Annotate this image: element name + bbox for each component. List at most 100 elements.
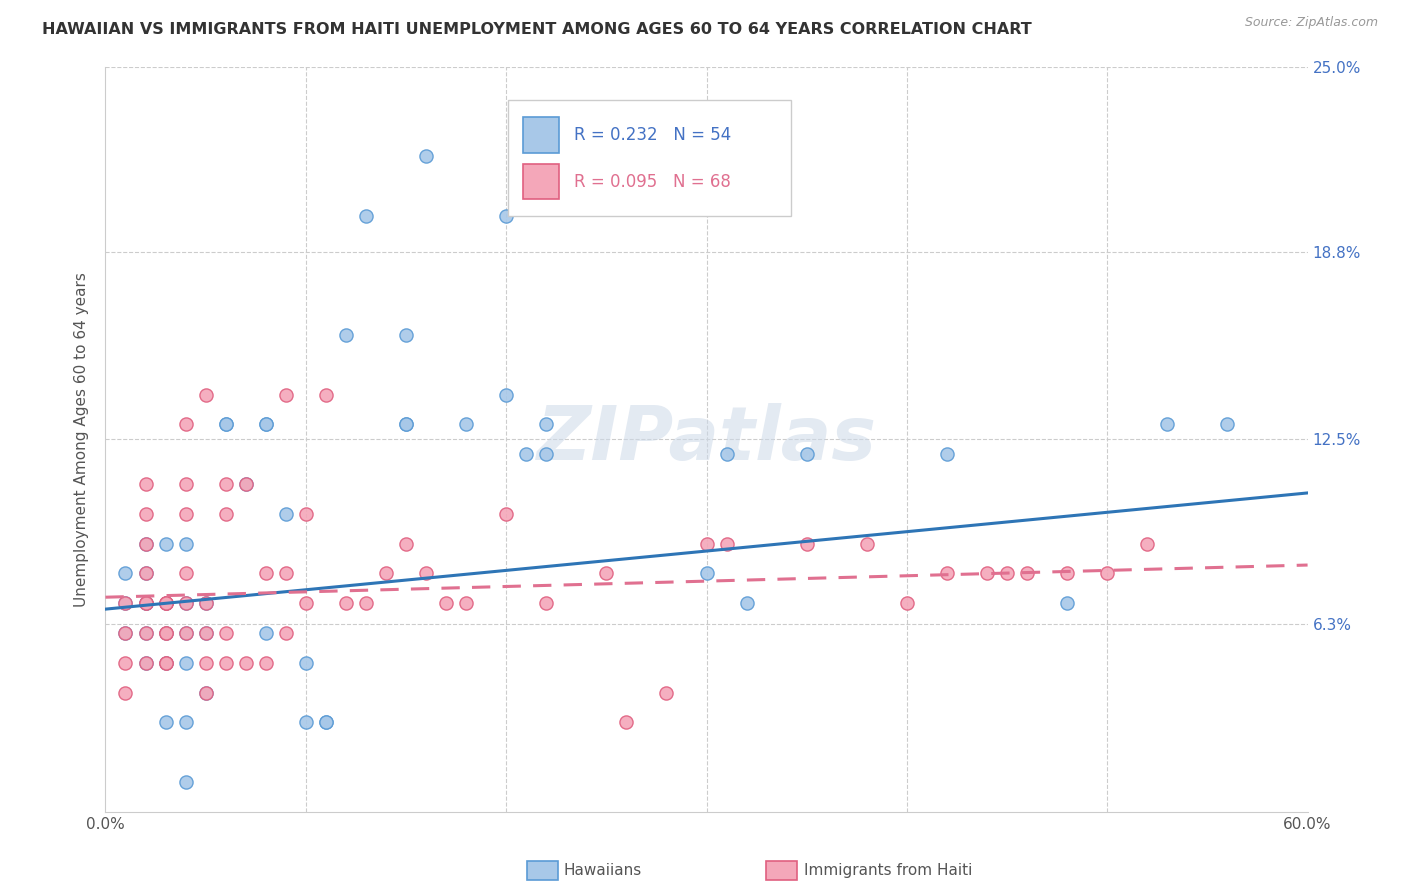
- Point: [254, 626, 277, 640]
- Text: Source: ZipAtlas.com: Source: ZipAtlas.com: [1244, 16, 1378, 29]
- Point: [214, 417, 236, 432]
- Point: [1216, 417, 1239, 432]
- Point: [194, 685, 217, 699]
- Point: [135, 536, 157, 550]
- Point: [696, 566, 718, 581]
- Y-axis label: Unemployment Among Ages 60 to 64 years: Unemployment Among Ages 60 to 64 years: [75, 272, 90, 607]
- Point: [434, 596, 457, 610]
- Point: [174, 536, 197, 550]
- Point: [534, 417, 557, 432]
- Point: [135, 656, 157, 670]
- Point: [155, 626, 177, 640]
- Point: [155, 596, 177, 610]
- Point: [395, 328, 418, 343]
- Point: [135, 656, 157, 670]
- Point: [454, 596, 477, 610]
- Point: [335, 328, 357, 343]
- Point: [155, 536, 177, 550]
- Point: [976, 566, 998, 581]
- Point: [374, 566, 398, 581]
- Point: [495, 387, 517, 401]
- Point: [1097, 566, 1119, 581]
- Point: [174, 596, 197, 610]
- Text: R = 0.095   N = 68: R = 0.095 N = 68: [574, 173, 731, 191]
- Point: [274, 566, 297, 581]
- Point: [155, 656, 177, 670]
- Point: [254, 417, 277, 432]
- Point: [716, 447, 738, 461]
- Text: ZIPatlas: ZIPatlas: [537, 403, 876, 475]
- Point: [114, 685, 136, 699]
- Point: [114, 566, 136, 581]
- Point: [194, 596, 217, 610]
- Point: [135, 596, 157, 610]
- Point: [135, 507, 157, 521]
- Point: [415, 149, 437, 163]
- Point: [174, 656, 197, 670]
- Point: [254, 656, 277, 670]
- Point: [135, 596, 157, 610]
- Point: [235, 477, 257, 491]
- Point: [855, 536, 877, 550]
- Point: [114, 596, 136, 610]
- Point: [335, 596, 357, 610]
- Point: [1056, 596, 1078, 610]
- Point: [1156, 417, 1178, 432]
- Point: [274, 626, 297, 640]
- Point: [114, 626, 136, 640]
- Point: [354, 209, 377, 223]
- Text: HAWAIIAN VS IMMIGRANTS FROM HAITI UNEMPLOYMENT AMONG AGES 60 TO 64 YEARS CORRELA: HAWAIIAN VS IMMIGRANTS FROM HAITI UNEMPL…: [42, 22, 1032, 37]
- Point: [1136, 536, 1159, 550]
- Point: [135, 596, 157, 610]
- Point: [194, 387, 217, 401]
- Point: [235, 477, 257, 491]
- Point: [214, 656, 236, 670]
- Point: [655, 685, 678, 699]
- Point: [1056, 566, 1078, 581]
- Point: [174, 417, 197, 432]
- Point: [174, 626, 197, 640]
- Point: [135, 566, 157, 581]
- Point: [174, 715, 197, 730]
- Point: [194, 626, 217, 640]
- Point: [254, 417, 277, 432]
- Point: [495, 507, 517, 521]
- Point: [114, 626, 136, 640]
- Text: R = 0.232   N = 54: R = 0.232 N = 54: [574, 126, 731, 144]
- Point: [515, 447, 537, 461]
- FancyBboxPatch shape: [508, 101, 790, 216]
- Point: [315, 387, 337, 401]
- Point: [194, 596, 217, 610]
- Point: [135, 626, 157, 640]
- Point: [174, 507, 197, 521]
- Point: [155, 596, 177, 610]
- Point: [214, 507, 236, 521]
- Point: [295, 507, 318, 521]
- Point: [495, 209, 517, 223]
- Point: [254, 566, 277, 581]
- Point: [194, 626, 217, 640]
- Point: [135, 626, 157, 640]
- Point: [295, 715, 318, 730]
- Text: Hawaiians: Hawaiians: [564, 863, 643, 878]
- Point: [135, 596, 157, 610]
- Point: [315, 715, 337, 730]
- Point: [595, 566, 617, 581]
- Point: [696, 536, 718, 550]
- Point: [155, 656, 177, 670]
- Point: [534, 447, 557, 461]
- Point: [114, 596, 136, 610]
- Point: [194, 685, 217, 699]
- Point: [716, 536, 738, 550]
- Point: [395, 536, 418, 550]
- Point: [155, 626, 177, 640]
- Text: Immigrants from Haiti: Immigrants from Haiti: [804, 863, 973, 878]
- Point: [135, 477, 157, 491]
- Point: [796, 447, 818, 461]
- Point: [354, 596, 377, 610]
- Point: [155, 715, 177, 730]
- Point: [155, 656, 177, 670]
- Point: [274, 387, 297, 401]
- Point: [174, 566, 197, 581]
- Point: [995, 566, 1018, 581]
